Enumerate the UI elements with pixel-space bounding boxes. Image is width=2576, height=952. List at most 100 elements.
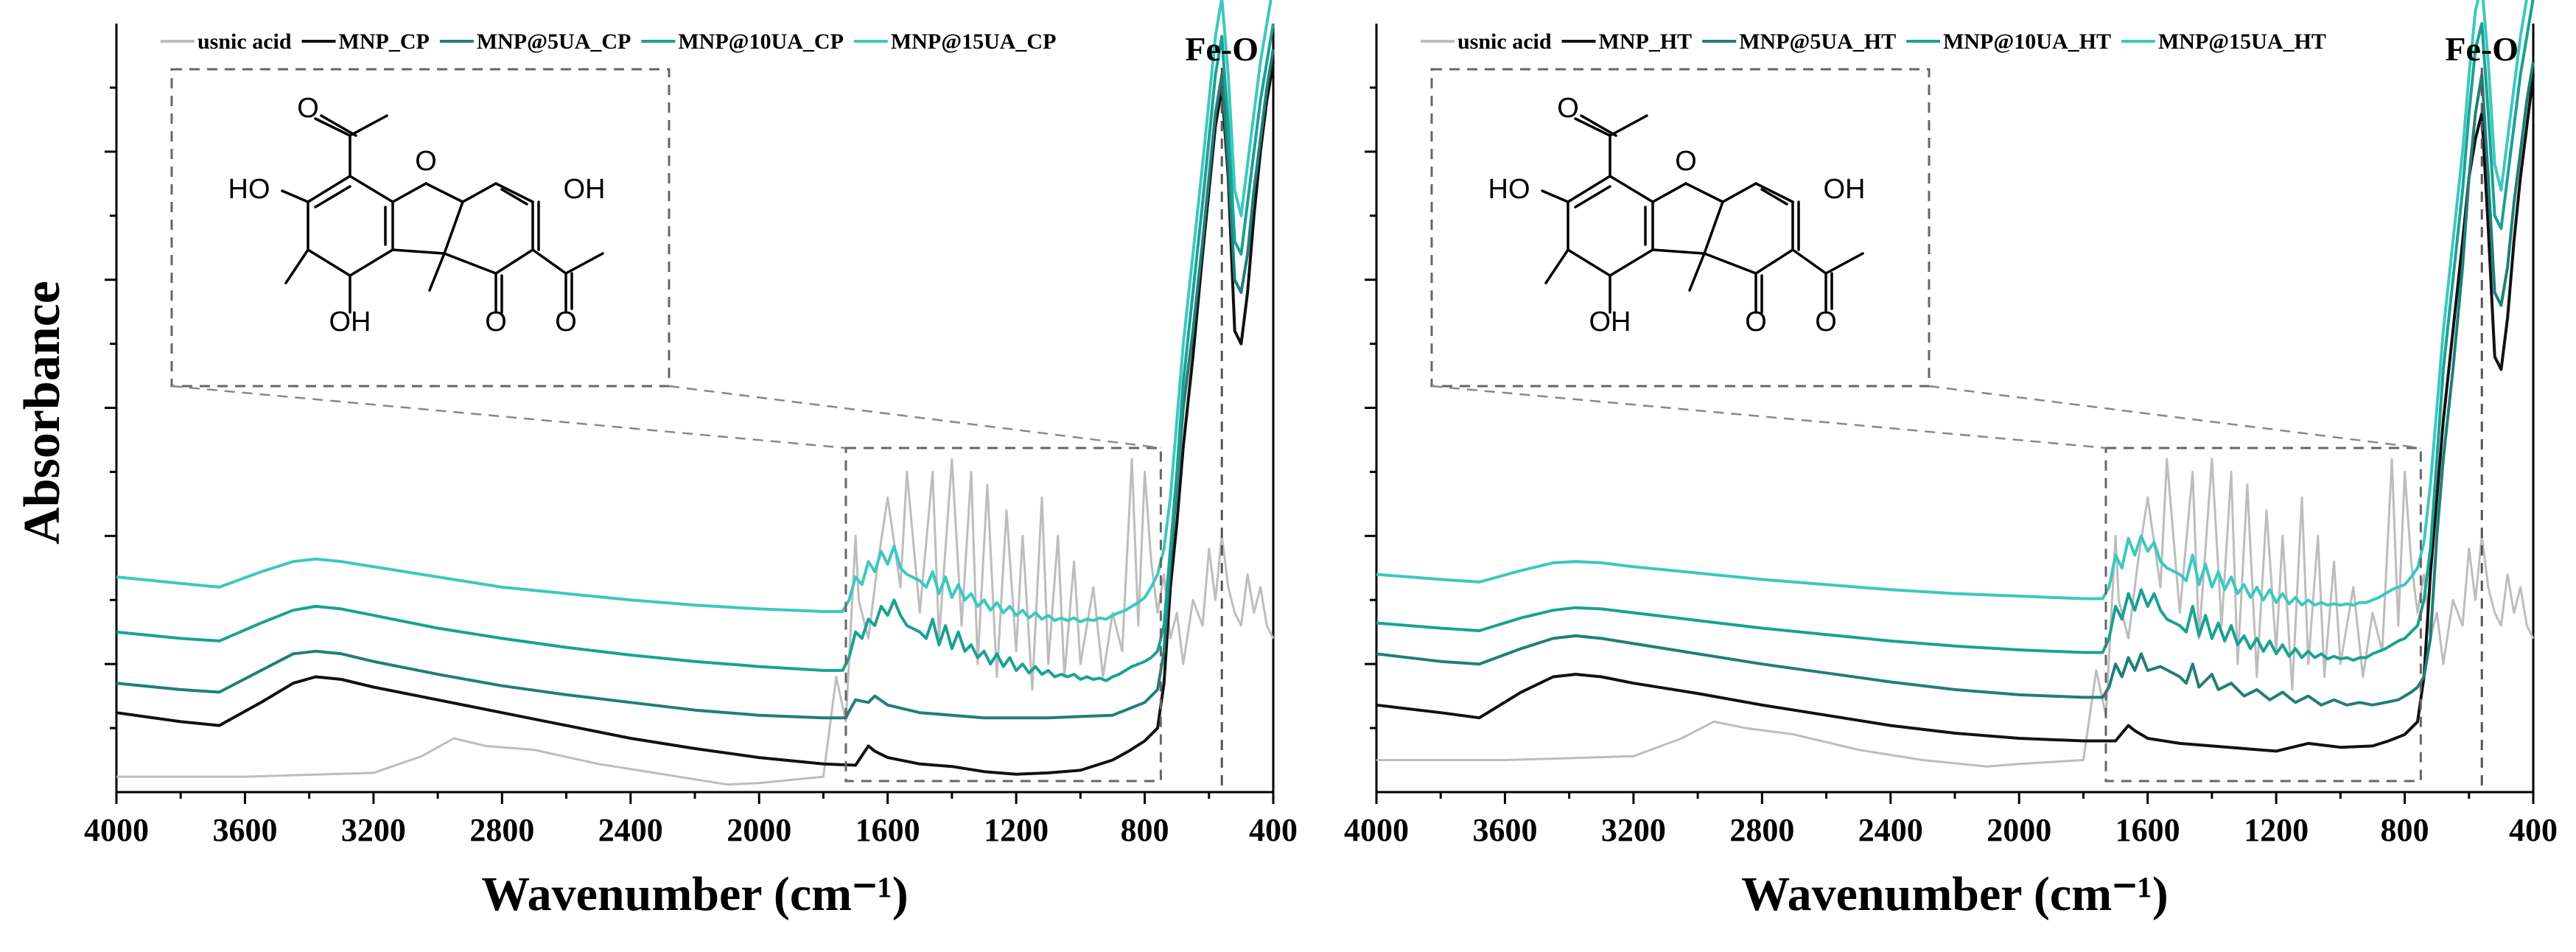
x-tick-label: 400 [2509,812,2558,848]
bond [1703,252,1757,275]
x-tick-label: 3600 [1472,812,1537,848]
panel-ht: 4000 3600 3200 2800 2400 2000 1600 1200 800 400 Wa… [1344,0,2558,921]
y-axis-label: Absorbance [14,281,71,545]
atom-label: O [555,307,577,337]
bond [531,248,567,275]
bond [443,252,497,275]
bond [428,252,446,292]
bond [307,175,351,203]
bond [349,248,394,277]
bond [1567,175,1611,203]
zoom-box [2104,447,2422,783]
bond [1544,248,1569,284]
bond [1760,188,1788,206]
x-tick-label: 2800 [1729,812,1794,848]
fe-o-label: Fe-O [1185,30,1259,68]
x-tick-label: 800 [2381,812,2429,848]
fe-o-label: Fe-O [2445,30,2519,68]
atom-label: O [297,93,319,124]
inset-connector [1431,385,2107,449]
x-tick-label: 2400 [598,812,663,848]
atom-label: O [1745,307,1767,337]
atom-label: OH [329,307,371,337]
bond [494,182,534,203]
x-tick-label: 1200 [2244,812,2309,848]
inset-connector [171,385,847,449]
x-tick-label: 3200 [1601,812,1666,848]
bond [1574,185,1611,209]
x-tick-label: 800 [1121,812,1169,848]
bond [461,182,497,203]
x-tick-label: 1600 [2115,812,2180,848]
series-line-usnic-acid [1376,458,2535,768]
bond [284,248,309,284]
bond [1688,252,1706,292]
bond [1541,189,1569,203]
bond [1703,200,1724,255]
bond [500,188,528,206]
x-tick-label: 2800 [469,812,534,848]
legend-label: MNP@10UA_CP [678,29,844,54]
series-line-mnp-15ua-cp [116,0,1273,623]
x-tick-label: 2400 [1858,812,1923,848]
panel-cp: 4000 3600 3200 2800 2400 2000 1600 1200 800 400 Wa… [84,0,1298,921]
atom-label: O [1557,93,1579,124]
bond [1574,117,1611,137]
x-tick-label: 1600 [855,812,920,848]
legend-label: usnic acid [1457,29,1552,54]
inset-connector [668,385,1161,449]
x-tick-label: 4000 [84,812,149,848]
bond [494,248,534,275]
series-line-mnp-10ua-ht [1376,0,2535,662]
bond [1824,252,1864,275]
x-tick-label: 3600 [212,812,277,848]
atom-label: OH [564,174,606,205]
x-axis-label: Wavenumber (cm⁻¹) [481,867,909,921]
x-axis-label: Wavenumber (cm⁻¹) [1741,867,2169,921]
series-line-usnic-acid [116,458,1275,786]
bond [314,185,351,209]
bond [1684,182,1724,203]
bond [391,248,446,255]
bond [1609,248,1654,277]
bond [1651,248,1706,255]
inset-box [170,68,671,388]
x-tick-label: 1200 [984,812,1049,848]
series-line-mnp-10ua-cp [116,23,1275,682]
bond [1721,182,1757,203]
bond [314,117,351,137]
bond [281,189,309,203]
bond [1754,248,1794,275]
inset-box [1430,68,1931,388]
bond [1651,182,1687,203]
series-line-mnp-cp [116,61,1275,776]
bond [349,114,388,137]
series-line-mnp-5ua-ht [1376,61,2535,707]
legend-label: MNP@5UA_HT [1739,29,1896,54]
bond [443,200,464,255]
bond [320,114,357,137]
legend-label: MNP@10UA_HT [1943,29,2111,54]
bond [1609,114,1648,137]
bond [1754,182,1794,203]
atom-label: OH [1824,174,1866,205]
x-tick-label: 2000 [1987,812,2051,848]
legend-label: MNP@15UA_HT [2158,29,2326,54]
inset-connector [1928,385,2421,449]
atom-label: OH [1589,307,1631,337]
series-line-mnp-ht [1376,74,2535,753]
atom-label: HO [228,174,270,205]
legend-label: usnic acid [197,29,292,54]
x-tick-label: 4000 [1344,812,1409,848]
bond [391,182,427,203]
bond [1580,114,1617,137]
legend-label: MNP@15UA_CP [891,29,1057,54]
bond [424,182,464,203]
x-tick-label: 3200 [341,812,406,848]
bond [1567,248,1611,277]
atom-label: HO [1488,174,1530,205]
legend-label: MNP@5UA_CP [477,29,631,54]
